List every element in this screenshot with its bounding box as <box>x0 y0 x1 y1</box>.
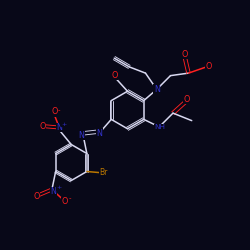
Text: N: N <box>154 85 160 94</box>
Text: NH: NH <box>154 124 165 130</box>
Text: O: O <box>51 108 58 116</box>
Text: O: O <box>182 50 188 59</box>
Text: O: O <box>33 192 40 201</box>
Text: Br: Br <box>100 168 108 177</box>
Text: N: N <box>96 129 102 138</box>
Text: N: N <box>56 123 62 132</box>
Text: O: O <box>205 62 212 72</box>
Text: O: O <box>61 197 68 206</box>
Text: -: - <box>69 195 71 201</box>
Text: +: + <box>56 185 62 190</box>
Text: -: - <box>58 107 60 113</box>
Text: +: + <box>62 122 67 127</box>
Text: O: O <box>40 122 46 131</box>
Text: O: O <box>111 71 117 80</box>
Text: O: O <box>184 95 190 104</box>
Text: N: N <box>78 131 84 140</box>
Text: N: N <box>50 187 56 196</box>
